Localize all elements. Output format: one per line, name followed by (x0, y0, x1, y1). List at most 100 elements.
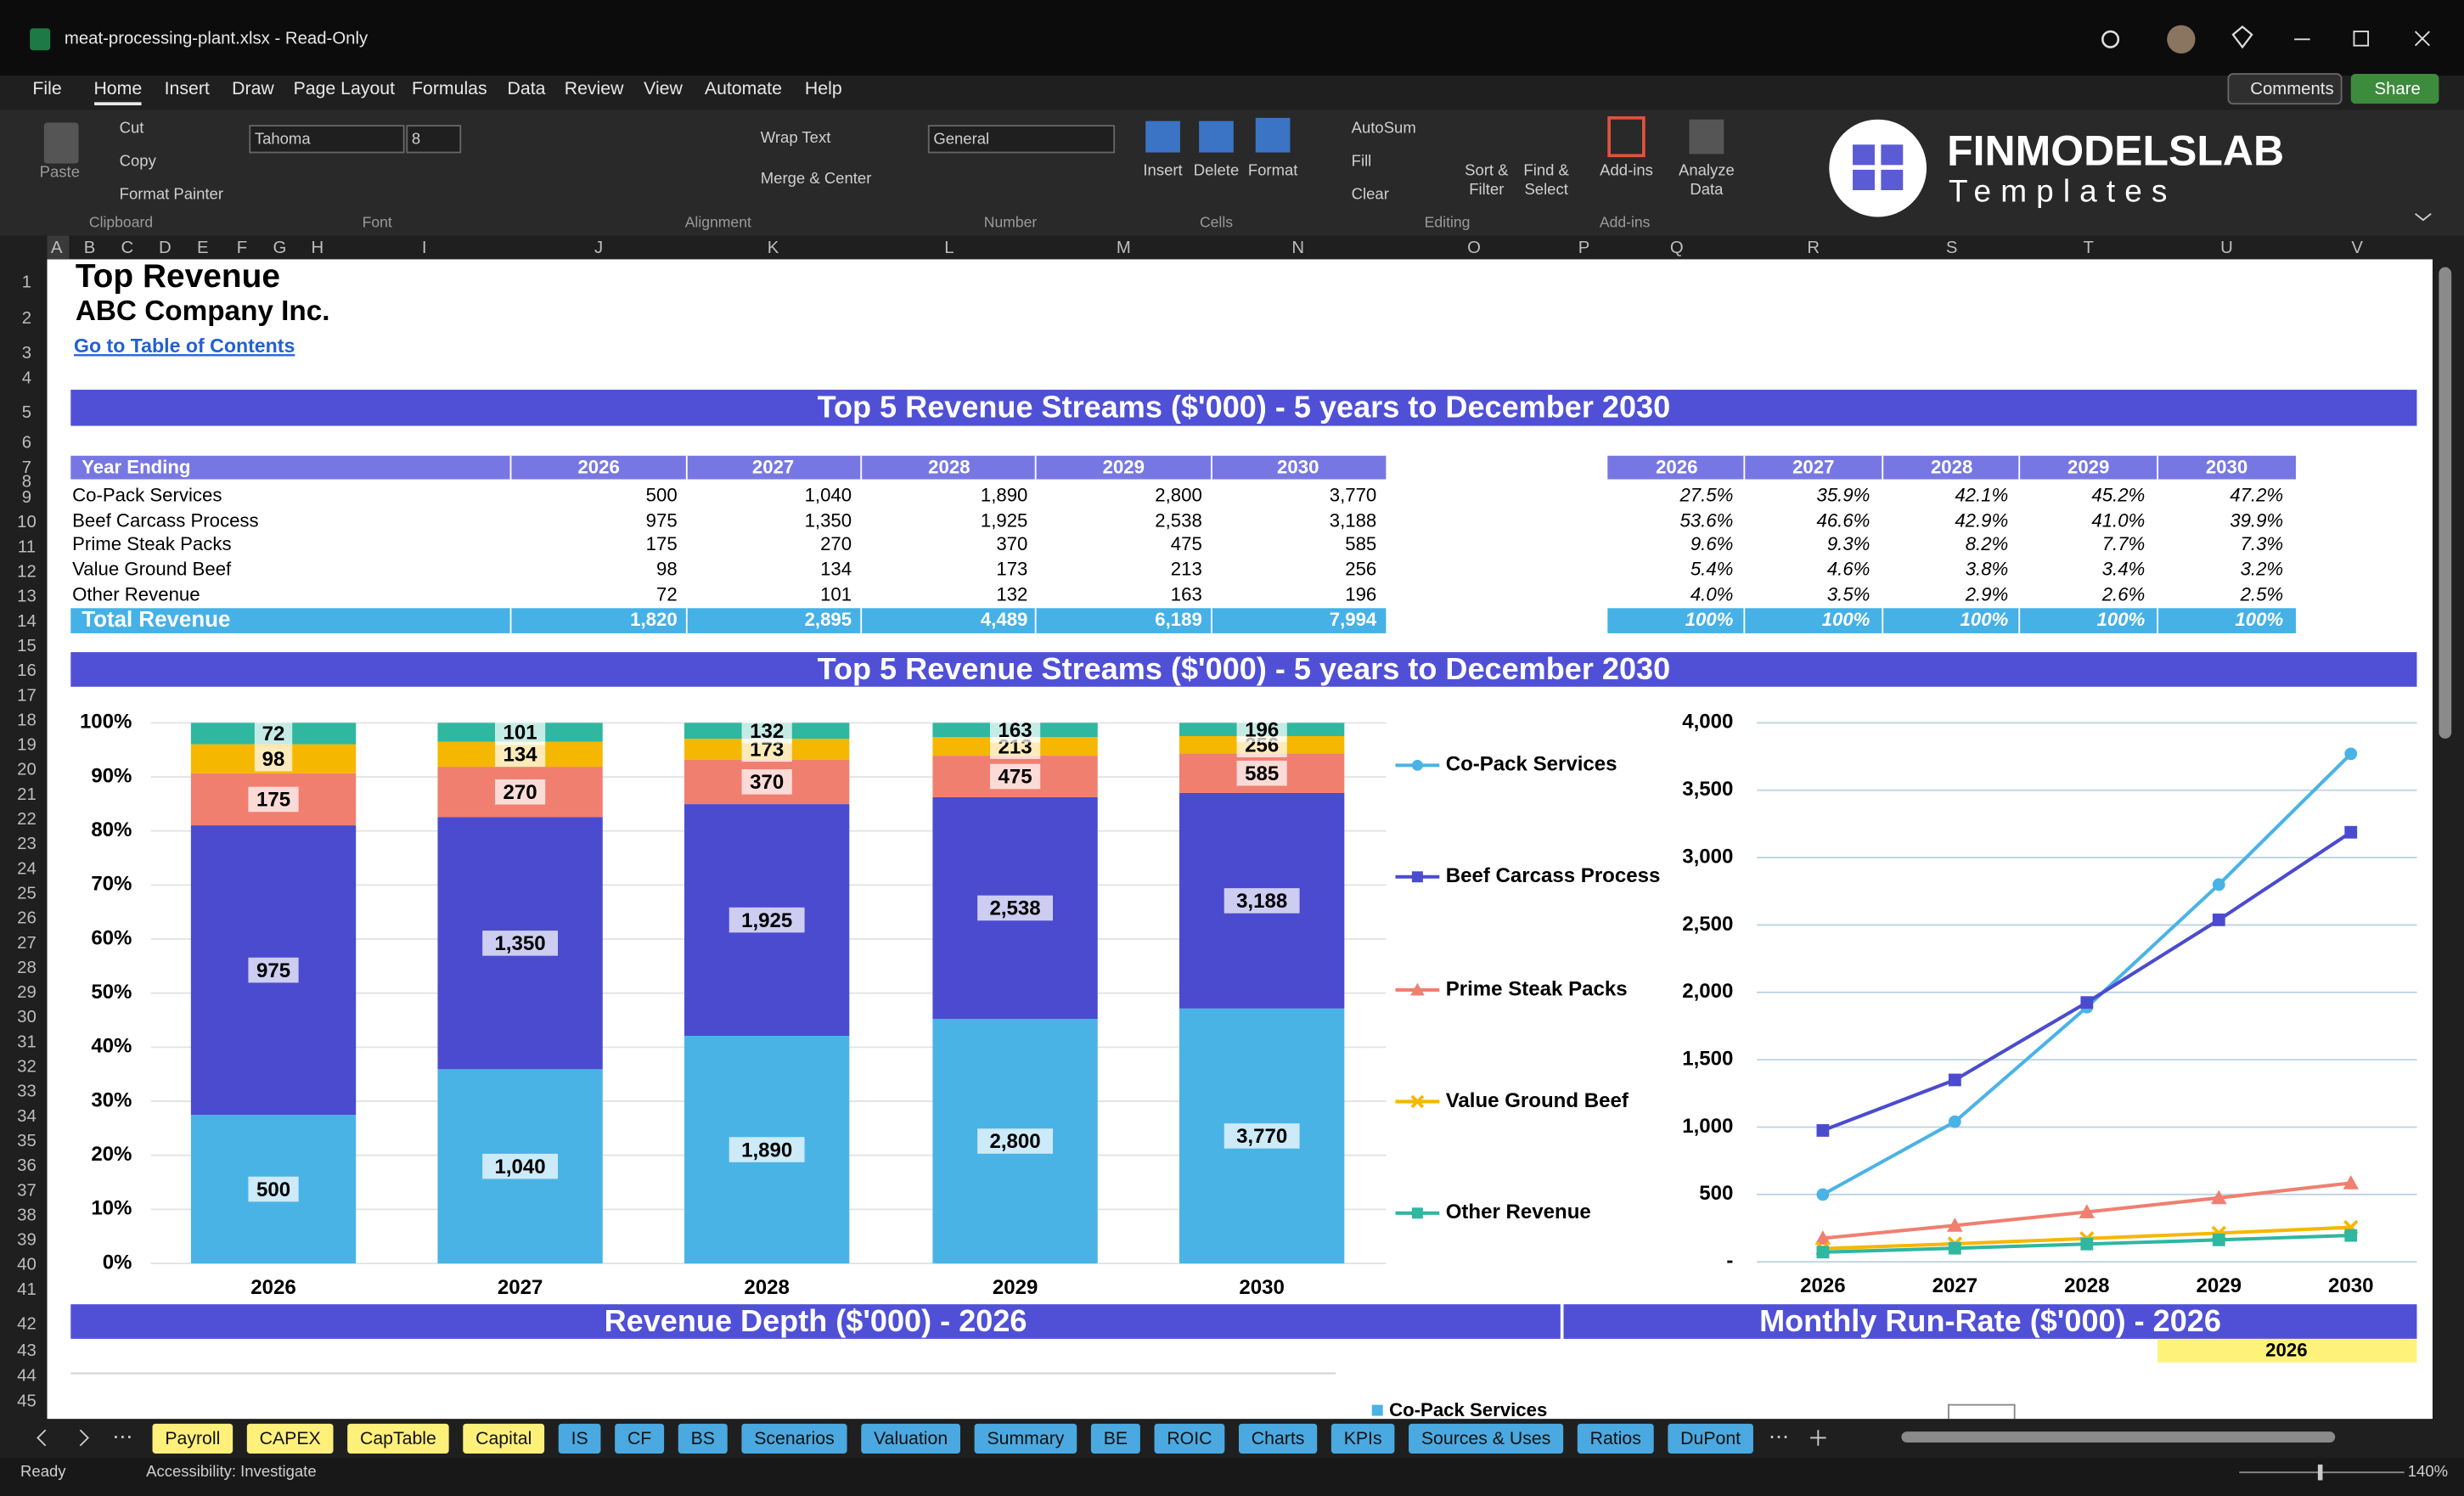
tab-label[interactable]: BE (1104, 1428, 1128, 1448)
year-header: 2029 (1103, 456, 1145, 477)
column-header: B (84, 239, 96, 257)
tab-label[interactable]: Charts (1252, 1428, 1305, 1448)
menu-item[interactable]: Insert (165, 78, 210, 98)
y-tick-label: 0% (103, 1251, 132, 1274)
sheet-tab[interactable] (463, 1423, 545, 1454)
banner-title: Top 5 Revenue Streams ($'000) - 5 years … (818, 651, 1671, 686)
cell-value: 134 (820, 559, 852, 580)
x-tick-label: 2028 (2064, 1274, 2110, 1297)
menu-item[interactable]: Draw (232, 78, 274, 98)
data-label: 975 (256, 959, 290, 982)
horizontal-scroll-thumb[interactable] (1901, 1431, 2336, 1443)
accessibility-status[interactable]: Accessibility: Investigate (146, 1462, 317, 1480)
zoom-thumb[interactable] (2317, 1464, 2323, 1481)
scroll-thumb[interactable] (2439, 267, 2452, 739)
tab-label[interactable]: CAPEX (260, 1428, 321, 1448)
font-size-box[interactable] (406, 125, 462, 154)
sheet-tab[interactable] (861, 1423, 960, 1454)
share-value: 42.9% (1955, 509, 2008, 531)
row-header: 17 (17, 686, 37, 705)
sheet-tab[interactable] (741, 1423, 847, 1454)
sheet-tab[interactable] (152, 1423, 233, 1454)
data-point (1816, 1124, 1830, 1137)
delete-icon[interactable] (1199, 121, 1234, 153)
row-header: 34 (17, 1107, 37, 1126)
data-label: 2,538 (990, 897, 1041, 920)
menu-item[interactable]: Data (508, 78, 546, 98)
tab-label[interactable]: Sources & Uses (1421, 1428, 1550, 1448)
menu-item[interactable]: Formulas (412, 78, 487, 98)
insert-icon[interactable] (1145, 121, 1180, 153)
sheet-tab[interactable] (1577, 1423, 1654, 1454)
data-point (1816, 1246, 1830, 1259)
tab-label[interactable]: IS (571, 1428, 588, 1448)
menu-item[interactable]: View (644, 78, 683, 98)
font-name: Tahoma (255, 130, 312, 148)
tab-label[interactable]: KPIs (1344, 1428, 1382, 1448)
ribbon-collapse[interactable] (2415, 213, 2432, 222)
menu-item[interactable]: Automate (705, 78, 782, 98)
sheet-tab[interactable] (246, 1423, 334, 1454)
tab-nav[interactable] (37, 1429, 89, 1447)
tab-more[interactable]: ⋯ (112, 1426, 132, 1448)
tab-label[interactable]: Scenarios (754, 1428, 835, 1448)
sheet-tab[interactable] (1330, 1423, 1395, 1454)
share-label[interactable]: Share (2375, 80, 2421, 98)
data-label: 134 (503, 744, 538, 767)
sheet-tab[interactable] (615, 1423, 665, 1454)
tab-label[interactable]: ROIC (1167, 1428, 1212, 1448)
sheet-tab[interactable] (347, 1423, 449, 1454)
data-point (1814, 1230, 1831, 1245)
data-point (1816, 1188, 1830, 1201)
sheet-tab[interactable] (558, 1423, 601, 1454)
y-tick-label: 4,000 (1682, 711, 1733, 734)
x-tick-label: 2026 (250, 1276, 296, 1299)
number-format-box[interactable] (927, 125, 1116, 154)
tab-label[interactable]: Capital (475, 1428, 532, 1448)
share-value: 3.5% (1827, 583, 1871, 605)
add-sheet[interactable] (1810, 1430, 1826, 1446)
toc-link[interactable]: Go to Table of Contents (74, 335, 295, 357)
tab-label[interactable]: Summary (987, 1428, 1064, 1448)
format-icon[interactable] (1255, 117, 1291, 153)
tab-label[interactable]: CapTable (360, 1428, 436, 1448)
tab-label[interactable]: DuPont (1680, 1428, 1741, 1448)
avatar[interactable] (2167, 25, 2196, 53)
cell-value: 98 (656, 559, 678, 580)
menu-item[interactable]: File (32, 78, 61, 98)
column-header: J (594, 239, 603, 257)
tab-label[interactable]: Payroll (165, 1428, 220, 1448)
font-name-box[interactable] (249, 125, 405, 154)
sheet-tab[interactable] (1154, 1423, 1225, 1454)
comments-button[interactable] (2227, 73, 2343, 105)
search-icon[interactable] (2101, 30, 2120, 48)
format: Format (1248, 161, 1298, 179)
sheet-tab[interactable] (1409, 1423, 1564, 1454)
sheet-tab[interactable] (1668, 1423, 1753, 1454)
total-value: 4,489 (981, 609, 1028, 630)
menu-item[interactable]: Help (805, 78, 842, 98)
tab-label[interactable]: BS (691, 1428, 715, 1448)
premium-icon[interactable] (2231, 25, 2253, 49)
sheet-tab[interactable] (1090, 1423, 1140, 1454)
sheet-tab[interactable] (1238, 1423, 1318, 1454)
menu-item[interactable]: Home (93, 78, 142, 98)
tab-label[interactable]: Valuation (874, 1428, 948, 1448)
maximize[interactable] (2353, 31, 2370, 47)
comments-label[interactable]: Comments (2250, 80, 2333, 98)
sheet-tab[interactable] (974, 1423, 1077, 1454)
close[interactable] (2414, 31, 2430, 47)
share-value: 42.1% (1955, 485, 2008, 506)
analyze-icon[interactable] (1689, 119, 1724, 155)
menu-item[interactable]: Review (565, 78, 624, 98)
sheet-tab[interactable] (678, 1423, 728, 1454)
column-header: A (51, 239, 63, 257)
menu-item[interactable]: Page Layout (294, 78, 396, 98)
addins-icon[interactable] (1607, 115, 1645, 158)
tab-label[interactable]: Ratios (1590, 1428, 1641, 1448)
y-tick-label: 2,000 (1682, 980, 1733, 1003)
tab-more[interactable]: ⋯ (1769, 1426, 1789, 1448)
share-button[interactable] (2350, 74, 2439, 104)
tab-label[interactable]: CF (627, 1428, 651, 1448)
paste-icon[interactable] (43, 122, 79, 164)
